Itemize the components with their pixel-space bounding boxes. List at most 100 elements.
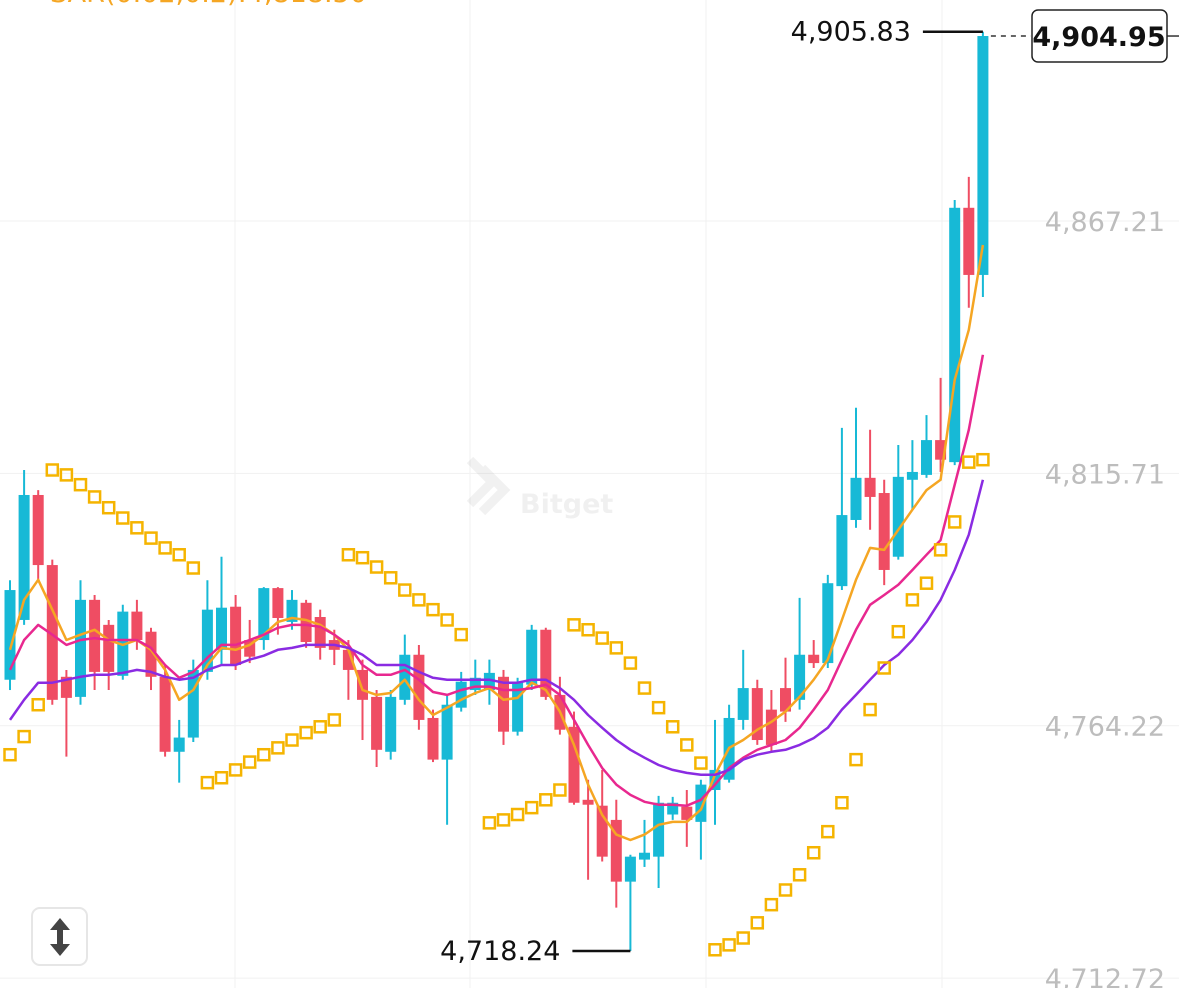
- candle-body: [314, 617, 326, 648]
- candle-body: [610, 819, 622, 882]
- scroll-button[interactable]: [31, 907, 88, 966]
- sar-dot: [792, 868, 807, 882]
- candle-body: [272, 588, 284, 618]
- candle-body: [173, 737, 185, 752]
- sar-dot: [806, 845, 821, 860]
- candle-body: [653, 802, 665, 857]
- sar-dot: [891, 624, 906, 639]
- sar-dot: [130, 521, 144, 535]
- candle-body: [145, 631, 157, 677]
- sar-title: SAR(0.02,0.2):4,818.50: [50, 0, 367, 9]
- candle-body: [836, 515, 848, 587]
- sar-dot: [257, 747, 271, 762]
- sar-dot: [553, 783, 567, 797]
- sar-dot: [835, 796, 849, 810]
- sar-dot: [398, 583, 412, 597]
- sar-dot: [31, 697, 45, 712]
- candle-body: [32, 494, 44, 566]
- candle-body: [201, 609, 213, 672]
- last-price-box: [1031, 9, 1168, 63]
- sar-dot: [73, 477, 88, 492]
- sar-dot: [539, 793, 553, 807]
- y-tick-label: 4,815.71: [1045, 459, 1165, 490]
- candle-body: [413, 654, 425, 720]
- sar-dot: [778, 883, 793, 897]
- candle-body: [808, 654, 820, 664]
- candle-body: [371, 696, 383, 750]
- candle-body: [286, 599, 298, 622]
- ma-line: [8, 244, 985, 842]
- sar-dot: [736, 931, 750, 945]
- candle-body: [385, 696, 397, 752]
- sar-dot: [369, 560, 384, 574]
- sar-dot: [680, 738, 694, 752]
- candle-body: [455, 681, 467, 708]
- y-tick-label: 4,764.22: [1045, 712, 1165, 743]
- sar-dot: [242, 755, 257, 769]
- candle-body: [780, 688, 791, 712]
- watermark-group: Bitget: [466, 456, 613, 520]
- candle-body: [765, 709, 777, 745]
- candle-body: [187, 669, 199, 738]
- candle-body: [512, 681, 524, 732]
- candle-body: [582, 799, 594, 805]
- sar-dot: [919, 576, 934, 590]
- ma-line: [8, 479, 985, 777]
- sar-dot: [524, 800, 539, 815]
- high-label: 4,905.83: [791, 17, 911, 48]
- sar-dot: [158, 541, 172, 555]
- y-tick-label: 4,867.21: [1045, 207, 1165, 238]
- candle-body: [441, 704, 453, 760]
- sar-dot: [327, 713, 342, 727]
- candle-body: [596, 805, 608, 857]
- candle-body: [75, 599, 86, 697]
- sar-dot: [651, 700, 666, 715]
- sar-dot: [271, 741, 285, 755]
- sar-dot: [708, 943, 722, 957]
- sar-dot: [426, 602, 440, 617]
- sar-dot: [172, 548, 186, 562]
- sar-dot: [355, 550, 370, 565]
- sar-dot: [962, 455, 976, 469]
- candle-body: [244, 640, 256, 657]
- sar-dot: [637, 681, 652, 695]
- sar-dot: [722, 938, 736, 952]
- candle-body: [526, 629, 538, 685]
- candle-body: [963, 207, 975, 275]
- low-label: 4,718.24: [440, 936, 560, 967]
- candle-body: [46, 565, 58, 700]
- candle-body: [216, 607, 227, 650]
- watermark-logo: [466, 456, 511, 516]
- button-icon: [50, 918, 70, 956]
- sar-dot: [905, 593, 920, 607]
- sar-dot: [821, 824, 835, 839]
- candle-body: [540, 629, 552, 697]
- y-tick-label: 4,712.72: [1045, 964, 1165, 988]
- sar-dot: [101, 500, 116, 515]
- candle-body: [427, 717, 439, 760]
- sar-dot: [228, 763, 243, 777]
- candle-body: [300, 602, 312, 643]
- sar-dot: [383, 571, 398, 585]
- sar-dot: [764, 897, 779, 912]
- sar-dot: [285, 733, 299, 747]
- candle-body: [949, 207, 961, 463]
- candle-body: [483, 672, 495, 691]
- candle-body: [230, 606, 242, 666]
- candle-body: [906, 471, 918, 480]
- sar-dot: [750, 916, 765, 930]
- sar-dot: [581, 623, 595, 637]
- last-price-label: 4,904.95: [1032, 22, 1165, 53]
- candle-body: [681, 806, 693, 820]
- sar-dot: [496, 813, 511, 827]
- sar-dot: [87, 490, 102, 504]
- candle-body: [498, 676, 509, 732]
- candle-body: [667, 802, 679, 815]
- sar-dot: [341, 548, 356, 562]
- candle-body: [850, 477, 862, 520]
- candle-body: [977, 36, 989, 275]
- candle-body: [892, 476, 904, 557]
- watermark: Bitget: [520, 489, 613, 520]
- candle-body: [469, 677, 481, 691]
